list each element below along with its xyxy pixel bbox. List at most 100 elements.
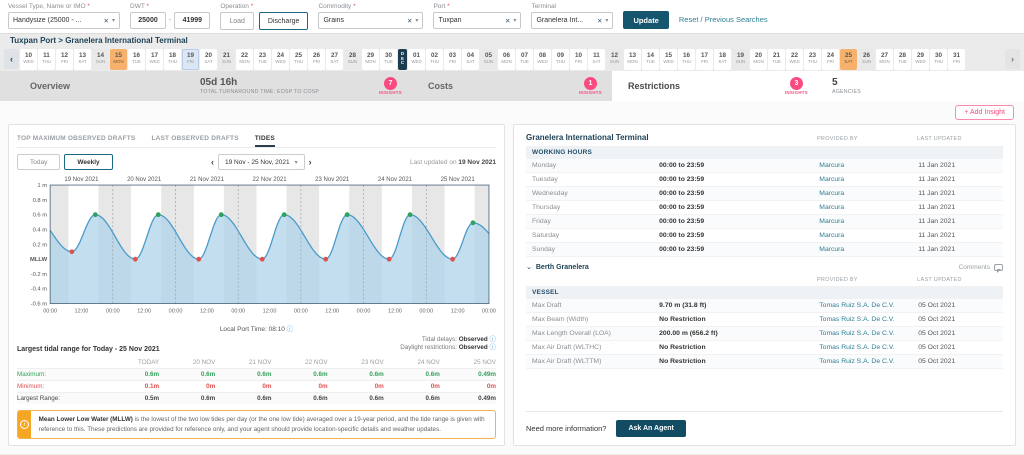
discharge-button[interactable]: Discharge: [258, 12, 309, 30]
date-cell[interactable]: 29 WED: [912, 48, 929, 70]
commodity-select[interactable]: Grains ✕ ▾: [318, 12, 424, 29]
clear-icon[interactable]: ✕: [406, 17, 413, 25]
date-cell[interactable]: 17 FRI: [696, 48, 713, 70]
weekly-button[interactable]: Weekly: [64, 154, 113, 170]
date-cell[interactable]: 28 TUE: [894, 48, 911, 70]
date-cell[interactable]: 18 SAT: [714, 48, 731, 70]
restrictions-insights-badge[interactable]: 3 INSIGHTS: [785, 77, 818, 95]
date-cell[interactable]: 21 SUN: [218, 48, 235, 70]
range-next-icon[interactable]: ›: [308, 157, 312, 167]
info-icon[interactable]: ⓘ: [286, 325, 294, 333]
info-icon[interactable]: ⓘ: [489, 344, 497, 352]
tab-tides[interactable]: TIDES: [254, 131, 275, 147]
date-cell[interactable]: 10 FRI: [570, 48, 587, 70]
date-cell[interactable]: 22 MON: [236, 48, 253, 70]
clear-icon[interactable]: ✕: [103, 17, 109, 25]
date-cell[interactable]: 27 MON: [876, 48, 893, 70]
date-cell[interactable]: 19 FRI: [182, 48, 199, 70]
date-cell[interactable]: 16 THU: [678, 48, 695, 70]
clear-icon[interactable]: ✕: [596, 17, 603, 25]
provider-link[interactable]: Tomas Ruiz S.A. De C.V.: [819, 316, 895, 323]
date-cell[interactable]: 11 THU: [38, 48, 55, 70]
provider-link[interactable]: Marcura: [819, 246, 845, 253]
update-button[interactable]: Update: [623, 11, 669, 29]
date-strip-prev-icon[interactable]: ‹: [4, 49, 19, 69]
tab-last-observed-drafts[interactable]: LAST OBSERVED DRAFTS: [151, 135, 239, 142]
date-cell[interactable]: 13 MON: [624, 48, 641, 70]
tab-costs[interactable]: Costs 1 INSIGHTS: [412, 71, 612, 101]
date-cell[interactable]: 15 WED: [660, 48, 677, 70]
date-cell[interactable]: 02 THU: [426, 48, 443, 70]
date-cell[interactable]: 08 WED: [534, 48, 551, 70]
date-cell[interactable]: 21 TUE: [768, 48, 785, 70]
date-cell[interactable]: 10 WED: [20, 48, 37, 70]
costs-insights-badge[interactable]: 1 INSIGHTS: [579, 77, 612, 95]
range-prev-icon[interactable]: ‹: [211, 157, 215, 167]
date-cell[interactable]: 27 SAT: [326, 48, 343, 70]
date-cell[interactable]: 24 WED: [272, 48, 289, 70]
info-icon[interactable]: ⓘ: [489, 335, 497, 343]
tab-overview[interactable]: Overview: [0, 71, 200, 101]
date-cell[interactable]: 11 SAT: [588, 48, 605, 70]
date-cell[interactable]: 23 TUE: [254, 48, 271, 70]
date-cell[interactable]: 14 SUN: [92, 48, 109, 70]
date-cell[interactable]: 30 THU: [930, 48, 947, 70]
date-cell[interactable]: 13 SAT: [74, 48, 91, 70]
date-cell[interactable]: 20 SAT: [200, 48, 217, 70]
date-cell[interactable]: 23 THU: [804, 48, 821, 70]
today-button[interactable]: Today: [17, 154, 61, 170]
date-cell[interactable]: 01 WED: [408, 48, 425, 70]
date-cell[interactable]: 18 THU: [164, 48, 181, 70]
date-cell[interactable]: 19 SUN: [732, 48, 749, 70]
dwt-min-input[interactable]: 25000: [130, 12, 166, 29]
dwt-max-input[interactable]: 41999: [174, 12, 211, 29]
date-cell[interactable]: 15 MON: [110, 48, 127, 70]
date-cell[interactable]: 07 TUE: [516, 48, 533, 70]
provider-link[interactable]: Marcura: [819, 218, 845, 225]
date-cell[interactable]: 12 FRI: [56, 48, 73, 70]
provider-link[interactable]: Tomas Ruiz S.A. De C.V.: [819, 358, 895, 365]
agencies-stat[interactable]: 5 AGENCIES: [818, 71, 928, 101]
date-cell[interactable]: 16 TUE: [128, 48, 145, 70]
date-cell[interactable]: 06 MON: [498, 48, 515, 70]
date-strip-next-icon[interactable]: ›: [1005, 49, 1020, 69]
provider-link[interactable]: Marcura: [819, 162, 845, 169]
date-cell[interactable]: 30 TUE: [380, 48, 397, 70]
tab-restrictions[interactable]: Restrictions 3 INSIGHTS: [612, 71, 818, 101]
add-insight-button[interactable]: + Add Insight: [955, 105, 1014, 120]
reset-previous-searches-link[interactable]: Reset / Previous Searches: [678, 15, 768, 24]
ask-an-agent-button[interactable]: Ask An Agent: [616, 420, 686, 437]
provider-link[interactable]: Tomas Ruiz S.A. De C.V.: [819, 302, 895, 309]
date-cell[interactable]: 09 THU: [552, 48, 569, 70]
clear-icon[interactable]: ✕: [504, 17, 511, 25]
date-cell[interactable]: 25 THU: [290, 48, 307, 70]
date-range-select[interactable]: 19 Nov - 25 Nov, 2021 ▾: [218, 154, 305, 170]
chevron-down-icon[interactable]: ▾: [605, 18, 609, 24]
date-cell[interactable]: 20 MON: [750, 48, 767, 70]
terminal-select[interactable]: Granelera Int... ✕ ▾: [531, 12, 614, 29]
date-cell[interactable]: 26 SUN: [858, 48, 875, 70]
date-cell[interactable]: 28 SUN: [344, 48, 361, 70]
comments-button[interactable]: Comments: [959, 263, 1003, 273]
date-cell[interactable]: 14 TUE: [642, 48, 659, 70]
date-cell[interactable]: 26 FRI: [308, 48, 325, 70]
chevron-down-icon[interactable]: ▾: [513, 18, 517, 24]
load-button[interactable]: Load: [220, 12, 254, 30]
date-cell[interactable]: 03 FRI: [444, 48, 461, 70]
date-cell[interactable]: 24 FRI: [822, 48, 839, 70]
tab-top-maximum-observed-drafts[interactable]: TOP MAXIMUM OBSERVED DRAFTS: [17, 135, 136, 142]
provider-link[interactable]: Marcura: [819, 232, 845, 239]
date-cell[interactable]: 05 SUN: [480, 48, 497, 70]
date-cell[interactable]: 12 SUN: [606, 48, 623, 70]
chevron-down-icon[interactable]: ▾: [415, 18, 419, 24]
overview-insights-badge[interactable]: 7 INSIGHTS: [379, 77, 412, 95]
date-cell[interactable]: 22 WED: [786, 48, 803, 70]
chevron-down-icon[interactable]: ▾: [111, 18, 115, 24]
berth-toggle[interactable]: ⌄ Berth Granelera Comments: [526, 263, 1003, 273]
date-cell[interactable]: 31 FRI: [948, 48, 965, 70]
vessel-select[interactable]: Handysize (25000 - ... ✕ ▾: [8, 12, 120, 29]
port-select[interactable]: Tuxpan ✕ ▾: [433, 12, 522, 29]
date-cell[interactable]: 25 SAT: [840, 48, 857, 70]
date-cell[interactable]: 04 SAT: [462, 48, 479, 70]
provider-link[interactable]: Tomas Ruiz S.A. De C.V.: [819, 344, 895, 351]
